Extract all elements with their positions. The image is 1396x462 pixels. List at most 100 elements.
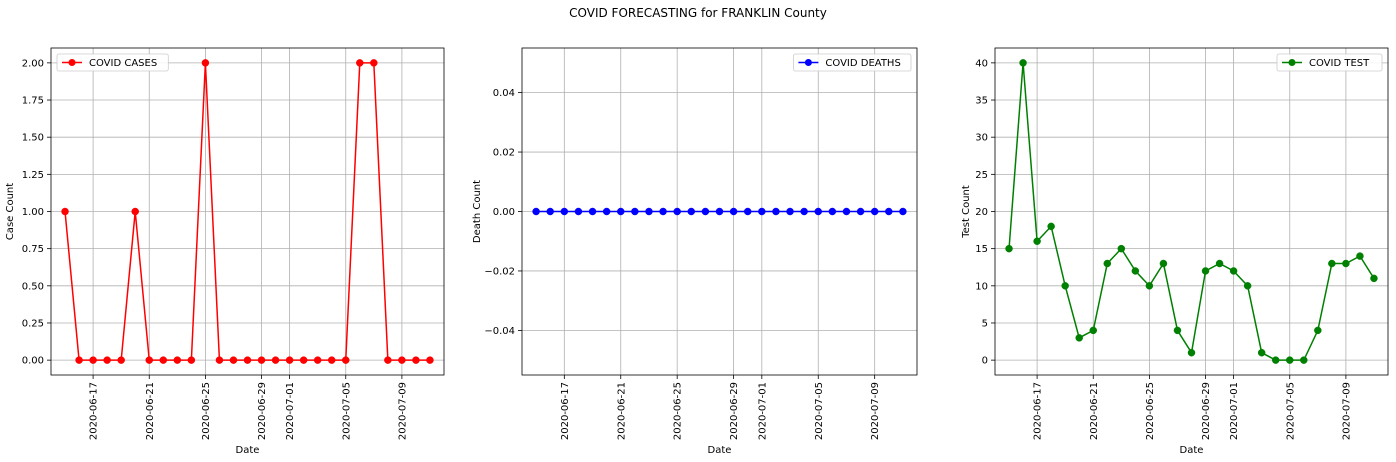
- data-point: [546, 207, 554, 216]
- data-point: [1271, 356, 1280, 364]
- data-point: [215, 356, 224, 364]
- data-point: [1019, 59, 1027, 67]
- data-point: [201, 59, 210, 67]
- data-point: [89, 356, 97, 364]
- y-tick-label: 0.04: [493, 88, 515, 99]
- axes-frame: [521, 47, 918, 376]
- data-point: [560, 207, 569, 216]
- data-point: [1131, 267, 1140, 275]
- data-point: [131, 207, 139, 216]
- legend-marker: [68, 59, 76, 66]
- x-tick-label: 2020-06-25: [1145, 382, 1156, 440]
- y-axis-label: Case Count: [5, 183, 16, 240]
- data-point: [1370, 274, 1378, 283]
- data-point: [1328, 259, 1336, 268]
- x-tick-label: 2020-06-21: [616, 382, 627, 440]
- y-tick-label: 0.00: [493, 207, 515, 218]
- figure-title: COVID FORECASTING for FRANKLIN County: [569, 6, 827, 20]
- data-point: [885, 207, 893, 216]
- y-axis-label: Death Count: [472, 180, 483, 243]
- data-point: [1342, 259, 1350, 268]
- data-point: [384, 356, 392, 364]
- data-point: [229, 356, 238, 364]
- y-tick-label: 0.02: [493, 148, 515, 159]
- data-point: [1257, 348, 1266, 357]
- data-point: [1159, 259, 1168, 268]
- legend-marker: [1288, 59, 1296, 66]
- x-tick-label: 2020-07-09: [1341, 382, 1352, 440]
- data-point: [1103, 259, 1112, 268]
- data-point: [61, 207, 69, 216]
- data-point: [398, 356, 406, 364]
- y-tick-label: 0: [982, 356, 988, 367]
- data-point: [1356, 252, 1364, 260]
- data-point: [117, 356, 125, 364]
- data-point: [1229, 267, 1238, 275]
- data-point: [1314, 326, 1322, 335]
- y-tick-label: −0.04: [484, 326, 515, 337]
- data-point: [1187, 348, 1196, 357]
- data-point: [800, 207, 808, 216]
- y-tick-label: 40: [975, 58, 988, 69]
- x-tick-label: 2020-06-17: [1033, 382, 1044, 440]
- data-point: [159, 356, 168, 364]
- data-point: [602, 207, 611, 216]
- data-point: [370, 59, 378, 67]
- data-point: [617, 207, 625, 216]
- legend-box: [1276, 53, 1383, 72]
- data-point: [356, 59, 364, 67]
- data-point: [145, 356, 153, 364]
- data-point: [75, 356, 83, 364]
- y-tick-label: 10: [975, 281, 988, 292]
- data-point: [1243, 282, 1252, 290]
- x-tick-label: 2020-06-21: [145, 382, 156, 440]
- data-point: [327, 356, 336, 364]
- x-tick-label: 2020-06-21: [1089, 382, 1100, 440]
- data-point: [786, 207, 794, 216]
- data-point: [1117, 244, 1126, 253]
- y-tick-label: −0.02: [484, 266, 515, 277]
- data-point: [412, 356, 420, 364]
- data-point: [828, 207, 837, 216]
- y-tick-label: 35: [975, 96, 988, 107]
- legend-label: COVID TEST: [1309, 58, 1370, 69]
- legend-label: COVID CASES: [89, 58, 157, 69]
- data-point: [870, 207, 879, 216]
- x-tick-label: 2020-07-05: [1285, 382, 1296, 440]
- data-point: [103, 356, 111, 364]
- y-tick-label: 15: [975, 244, 988, 255]
- x-tick-label: 2020-06-25: [201, 382, 212, 440]
- x-tick-label: 2020-07-01: [757, 382, 768, 440]
- data-point: [772, 207, 780, 216]
- x-tick-label: 2020-06-29: [257, 382, 268, 440]
- charts-container: 2020-06-17 2020-06-21 2020-06-25 2020-06-29…: [5, 47, 1389, 456]
- data-point: [899, 207, 907, 216]
- x-tick-label: 2020-06-29: [729, 382, 740, 440]
- x-tick-label: 2020-07-09: [870, 382, 881, 440]
- data-point: [1061, 282, 1069, 290]
- data-point: [588, 207, 597, 216]
- data-point: [271, 356, 280, 364]
- y-tick-label: 0.50: [22, 281, 44, 292]
- data-point: [1145, 282, 1154, 290]
- axes-frame: [994, 47, 1389, 376]
- x-tick-label: 2020-06-17: [89, 382, 100, 440]
- x-axis-label: Date: [236, 445, 260, 456]
- data-point: [532, 207, 540, 216]
- data-point: [1173, 326, 1182, 335]
- data-point: [814, 207, 822, 216]
- x-axis-label: Date: [1180, 445, 1204, 456]
- data-point: [1033, 237, 1041, 245]
- y-tick-label: 5: [982, 318, 988, 329]
- chart-3: 2020-06-17 2020-06-21 2020-06-25 2020-06-29…: [961, 47, 1389, 456]
- data-point: [1215, 259, 1224, 268]
- data-point: [1075, 334, 1083, 342]
- y-tick-label: 20: [975, 207, 988, 218]
- y-tick-label: 30: [975, 133, 988, 144]
- data-point: [1089, 326, 1097, 335]
- data-point: [673, 207, 681, 216]
- x-tick-label: 2020-06-17: [560, 382, 571, 440]
- data-point: [1300, 356, 1308, 364]
- y-tick-label: 0.00: [22, 356, 44, 367]
